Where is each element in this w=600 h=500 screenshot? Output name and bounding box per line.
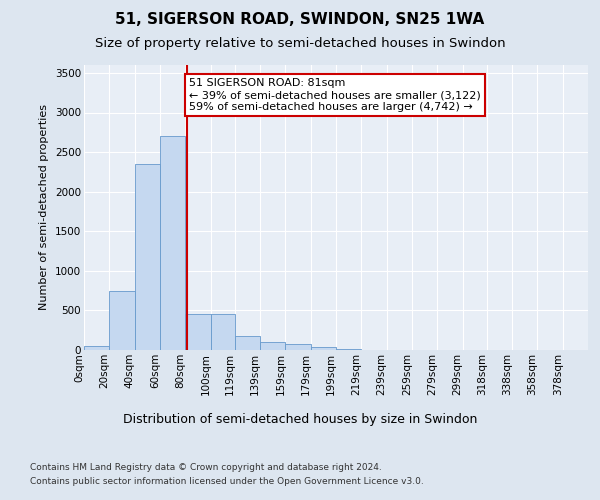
Text: Contains HM Land Registry data © Crown copyright and database right 2024.: Contains HM Land Registry data © Crown c…: [30, 462, 382, 471]
Text: Contains public sector information licensed under the Open Government Licence v3: Contains public sector information licen…: [30, 478, 424, 486]
Bar: [84, 346, 109, 350]
Bar: [211, 314, 235, 350]
Bar: [311, 347, 336, 350]
Bar: [109, 290, 134, 350]
Bar: [336, 349, 361, 350]
Bar: [235, 336, 260, 350]
Bar: [185, 314, 211, 350]
Text: Distribution of semi-detached houses by size in Swindon: Distribution of semi-detached houses by …: [123, 412, 477, 426]
Bar: [286, 344, 311, 350]
Bar: [160, 136, 185, 350]
Bar: [134, 164, 160, 350]
Bar: [260, 342, 286, 350]
Y-axis label: Number of semi-detached properties: Number of semi-detached properties: [40, 104, 49, 310]
Text: Size of property relative to semi-detached houses in Swindon: Size of property relative to semi-detach…: [95, 38, 505, 51]
Text: 51, SIGERSON ROAD, SWINDON, SN25 1WA: 51, SIGERSON ROAD, SWINDON, SN25 1WA: [115, 12, 485, 28]
Text: 51 SIGERSON ROAD: 81sqm
← 39% of semi-detached houses are smaller (3,122)
59% of: 51 SIGERSON ROAD: 81sqm ← 39% of semi-de…: [189, 78, 481, 112]
